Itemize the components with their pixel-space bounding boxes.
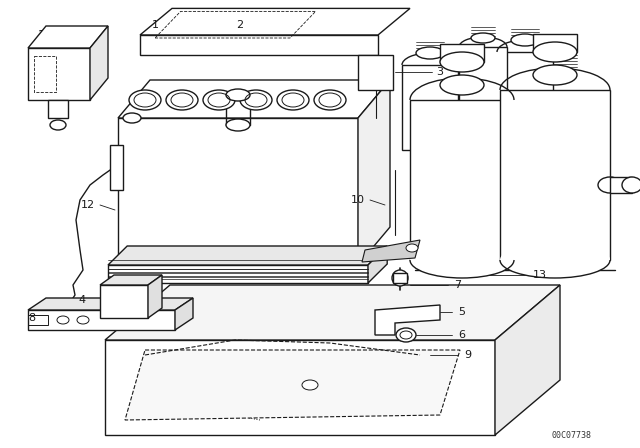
Ellipse shape — [440, 75, 484, 95]
Ellipse shape — [511, 34, 539, 46]
Ellipse shape — [533, 42, 577, 62]
Polygon shape — [28, 26, 108, 48]
Bar — [610, 177, 632, 193]
Polygon shape — [108, 246, 387, 265]
Ellipse shape — [226, 89, 250, 101]
Polygon shape — [28, 48, 90, 100]
Bar — [393, 273, 407, 283]
Ellipse shape — [123, 113, 141, 123]
Ellipse shape — [50, 120, 66, 130]
Polygon shape — [110, 145, 123, 190]
Polygon shape — [100, 285, 148, 318]
Polygon shape — [118, 118, 358, 265]
Polygon shape — [358, 80, 390, 265]
Ellipse shape — [277, 90, 309, 110]
Ellipse shape — [240, 90, 272, 110]
Text: 5: 5 — [458, 307, 465, 317]
Text: 13: 13 — [533, 270, 547, 280]
Polygon shape — [362, 240, 420, 262]
Ellipse shape — [302, 380, 318, 390]
Polygon shape — [105, 340, 495, 435]
Polygon shape — [375, 305, 440, 335]
Text: 00C07738: 00C07738 — [552, 431, 592, 440]
Ellipse shape — [166, 90, 198, 110]
Ellipse shape — [471, 33, 495, 43]
Text: 10: 10 — [351, 195, 365, 205]
Polygon shape — [402, 65, 458, 150]
Polygon shape — [358, 55, 393, 90]
Text: 11: 11 — [38, 30, 52, 40]
Ellipse shape — [57, 316, 69, 324]
Polygon shape — [500, 90, 610, 260]
Text: 8: 8 — [28, 313, 36, 323]
Polygon shape — [495, 285, 560, 435]
Polygon shape — [175, 298, 193, 330]
Text: 9: 9 — [465, 350, 472, 360]
Polygon shape — [368, 246, 387, 283]
Polygon shape — [125, 350, 460, 420]
Text: 4: 4 — [79, 295, 86, 305]
Ellipse shape — [598, 177, 622, 193]
Ellipse shape — [500, 242, 610, 278]
Polygon shape — [28, 298, 193, 310]
Polygon shape — [497, 52, 553, 133]
Ellipse shape — [396, 328, 416, 342]
Ellipse shape — [77, 316, 89, 324]
Ellipse shape — [129, 90, 161, 110]
Polygon shape — [48, 100, 68, 118]
Ellipse shape — [416, 47, 444, 59]
Polygon shape — [28, 310, 175, 330]
Ellipse shape — [226, 119, 250, 131]
Polygon shape — [148, 275, 162, 318]
Polygon shape — [140, 9, 410, 35]
Polygon shape — [410, 100, 514, 260]
Bar — [533, 34, 577, 52]
Polygon shape — [105, 285, 560, 340]
Text: 6: 6 — [458, 330, 465, 340]
Text: 12: 12 — [81, 200, 95, 210]
Bar — [440, 44, 484, 62]
Text: 3: 3 — [436, 67, 444, 77]
Ellipse shape — [203, 90, 235, 110]
Polygon shape — [140, 35, 378, 55]
Polygon shape — [90, 26, 108, 100]
Ellipse shape — [622, 177, 640, 193]
Text: 2: 2 — [236, 20, 244, 30]
Ellipse shape — [440, 52, 484, 72]
Polygon shape — [459, 47, 507, 115]
Polygon shape — [108, 265, 368, 283]
Ellipse shape — [314, 90, 346, 110]
Text: 1: 1 — [152, 20, 159, 30]
Ellipse shape — [392, 270, 408, 286]
Ellipse shape — [410, 242, 514, 278]
Ellipse shape — [533, 65, 577, 85]
Polygon shape — [100, 275, 162, 285]
Ellipse shape — [406, 244, 418, 252]
Text: 7: 7 — [454, 280, 461, 290]
Polygon shape — [118, 80, 390, 118]
